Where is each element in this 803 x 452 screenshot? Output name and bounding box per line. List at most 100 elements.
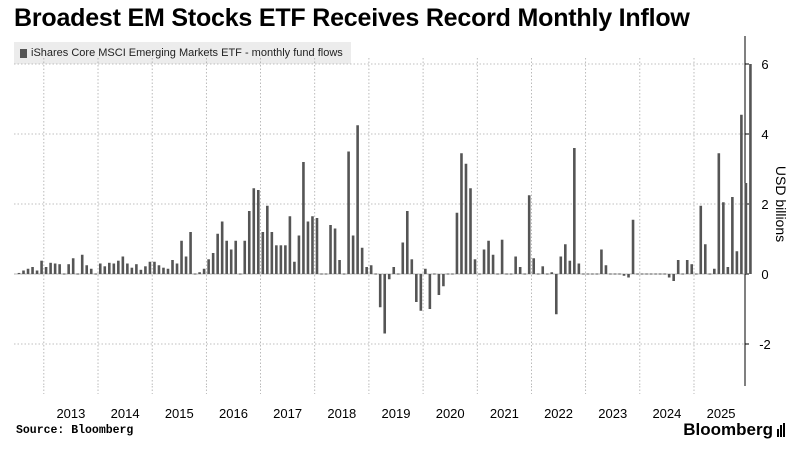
bar: [247, 211, 251, 274]
bar: [645, 273, 648, 275]
bar: [396, 273, 400, 275]
bar: [672, 274, 675, 281]
bar: [722, 202, 725, 274]
chart-title: Broadest EM Stocks ETF Receives Record M…: [14, 4, 690, 32]
bar: [22, 270, 25, 274]
bar: [532, 258, 536, 274]
bar: [541, 266, 545, 274]
bar: [58, 264, 61, 274]
bar: [80, 254, 84, 274]
bar: [162, 267, 165, 274]
bar: [464, 163, 468, 274]
x-tick-label: 2016: [219, 406, 248, 421]
bar: [297, 235, 301, 274]
bar: [451, 273, 454, 275]
bar: [211, 253, 215, 274]
bar: [699, 205, 703, 274]
x-tick-label: 2021: [490, 406, 519, 421]
bar: [220, 221, 224, 274]
bar: [694, 273, 698, 275]
bar: [302, 162, 305, 274]
bar: [419, 274, 423, 311]
bar: [500, 239, 504, 274]
bar: [604, 265, 608, 274]
bar: [681, 273, 684, 275]
bar: [94, 273, 98, 275]
bar: [329, 225, 332, 274]
bar: [536, 273, 540, 275]
bar: [288, 216, 292, 274]
bar: [148, 261, 152, 274]
y-tick-label: 6: [761, 57, 768, 72]
bar: [225, 240, 228, 274]
bar: [527, 195, 531, 274]
bar: [320, 273, 323, 275]
bar: [157, 265, 161, 274]
x-tick-label: 2020: [436, 406, 465, 421]
bar: [726, 267, 730, 274]
bar: [26, 268, 30, 274]
bar: [189, 232, 192, 274]
bar: [613, 273, 617, 275]
bar: [622, 274, 626, 276]
bar: [640, 273, 644, 275]
bar: [139, 269, 143, 274]
bar: [53, 263, 57, 274]
bar: [67, 264, 70, 274]
bar: [306, 221, 310, 274]
x-tick-label: 2015: [165, 406, 194, 421]
bar: [509, 273, 513, 275]
bar: [609, 273, 612, 275]
bar: [554, 274, 558, 315]
bar: [496, 273, 499, 275]
x-tick-label: 2013: [56, 406, 85, 421]
bar: [690, 264, 694, 274]
bar: [315, 218, 319, 274]
bar: [586, 273, 590, 275]
bar: [717, 153, 721, 274]
x-tick-label: 2019: [382, 406, 411, 421]
bar: [130, 267, 134, 274]
bar: [478, 273, 481, 275]
bar: [482, 249, 486, 274]
bar: [582, 273, 585, 275]
y-axis-label: USD billions: [773, 166, 789, 242]
bar: [649, 273, 653, 275]
bar: [117, 260, 120, 274]
bar: [663, 273, 666, 275]
bloomberg-logo-icon: [777, 423, 787, 437]
x-tick-label: 2014: [111, 406, 140, 421]
bar: [40, 260, 43, 274]
bar: [577, 263, 581, 274]
bar: [324, 273, 328, 275]
bar: [627, 274, 630, 278]
bar: [121, 256, 125, 274]
bar: [171, 260, 174, 274]
bar: [216, 233, 219, 274]
bar: [17, 272, 21, 274]
bar: [703, 244, 707, 274]
bar: [523, 273, 526, 275]
bar: [193, 273, 197, 275]
bar: [166, 268, 170, 274]
bar: [207, 259, 210, 274]
bar: [31, 267, 34, 274]
bar: [442, 274, 445, 287]
bar: [460, 153, 463, 274]
bar: [44, 267, 48, 274]
bar: [713, 268, 716, 274]
bar: [89, 268, 93, 274]
bar: [49, 262, 52, 274]
bar: [252, 188, 256, 274]
bar: [744, 183, 748, 274]
bar: [550, 272, 554, 274]
bar: [378, 274, 382, 308]
bar: [71, 258, 75, 274]
bar: [369, 265, 373, 274]
x-tick-label: 2024: [652, 406, 681, 421]
bar: [234, 240, 238, 274]
bar: [256, 190, 260, 274]
bar: [455, 212, 459, 274]
bar: [311, 216, 314, 274]
